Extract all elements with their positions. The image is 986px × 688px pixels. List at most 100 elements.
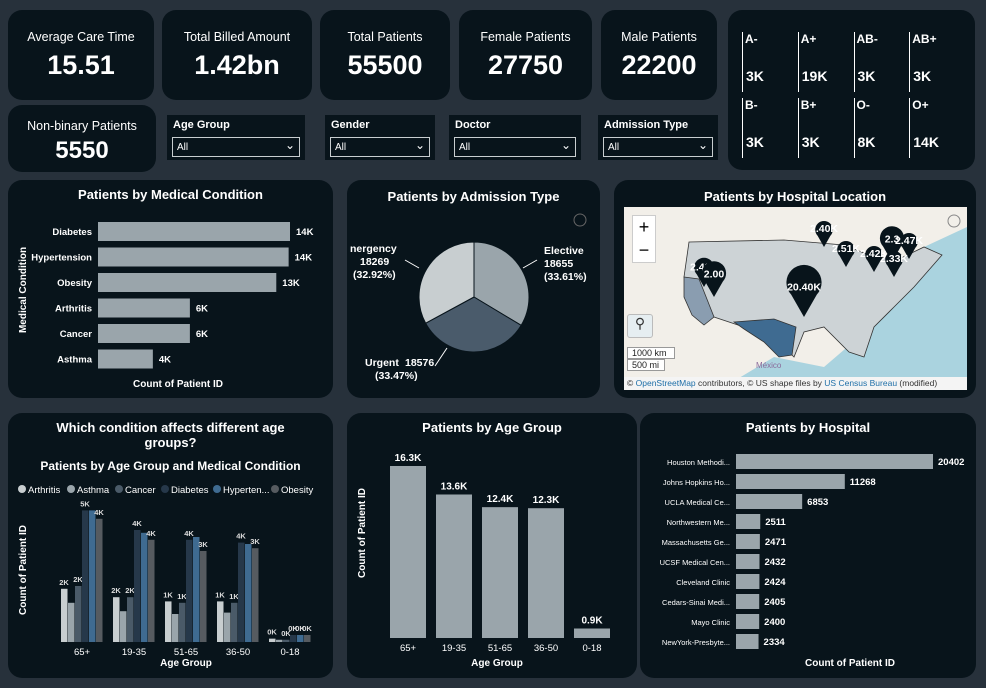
legend-marker	[161, 485, 169, 493]
bar	[736, 494, 803, 509]
chart-heading: Which condition affects different age gr…	[56, 420, 285, 450]
slice-name: nergency	[350, 243, 397, 255]
bar	[736, 594, 760, 609]
data-label: 0K	[302, 624, 312, 633]
bar-cancer	[283, 639, 290, 642]
bar-asthma	[120, 611, 127, 642]
legend-marker	[67, 485, 75, 493]
blood-group-label: O-	[856, 98, 870, 112]
chart-title: Patients by Hospital Location	[703, 189, 887, 204]
data-label: 3K	[250, 537, 260, 546]
bar-diabetes	[82, 510, 89, 642]
slice-value: 18269	[360, 256, 389, 268]
attribution-text: contributors, © US shape files by	[695, 378, 825, 388]
doctor-filter[interactable]: Doctor All ⌄	[449, 115, 581, 160]
selected-value: All	[335, 142, 347, 153]
bar	[736, 574, 760, 589]
pin-label: 2.40K	[810, 223, 838, 235]
bar	[736, 634, 759, 649]
bar	[528, 508, 564, 638]
filter-label: Gender	[331, 119, 370, 131]
blood-group-O+: O+ 14K	[909, 98, 965, 158]
admission-type-filter[interactable]: Admission Type All ⌄	[598, 115, 718, 160]
admission-type-select[interactable]: All ⌄	[603, 137, 713, 157]
blood-group-B+: B+ 3K	[797, 98, 854, 158]
bar-arthritis	[217, 601, 224, 642]
category-label: 0-18	[582, 643, 601, 654]
pie-slice-nergency	[418, 241, 475, 324]
map-pin	[865, 245, 883, 272]
blood-group-value: 8K	[857, 134, 876, 150]
bar	[390, 466, 426, 638]
bar	[482, 507, 518, 638]
kpi-label: Total Billed Amount	[183, 30, 291, 44]
category-label: 36-50	[226, 647, 250, 658]
category-label: Houston Methodi...	[667, 458, 730, 467]
data-label: 3K	[198, 540, 208, 549]
blood-group-value: 14K	[913, 134, 939, 150]
help-icon	[947, 214, 961, 228]
blood-group-label: A-	[745, 32, 758, 46]
category-label: UCSF Medical Cen...	[660, 558, 730, 567]
data-label: 2K	[125, 586, 135, 595]
map-pin	[815, 220, 833, 247]
data-label: 1K	[177, 592, 187, 601]
bar	[436, 494, 472, 638]
data-label: 12.3K	[533, 495, 560, 506]
bar-diabetes	[186, 539, 193, 642]
legend-item: Arthritis	[28, 485, 60, 496]
bar	[736, 534, 760, 549]
bar-cancer	[75, 586, 82, 642]
map-pin	[837, 240, 855, 267]
legend-marker	[271, 485, 279, 493]
filter-label: Age Group	[173, 119, 230, 131]
category-label: 51-65	[488, 643, 512, 654]
slice-value: 18576	[405, 357, 434, 369]
age-group-filter[interactable]: Age Group All ⌄	[167, 115, 305, 160]
zoom-out-button[interactable]: −	[638, 240, 650, 260]
lasso-select-button[interactable]: ⚲	[627, 314, 653, 338]
blood-group-label: B-	[745, 98, 758, 112]
gender-select[interactable]: All ⌄	[330, 137, 430, 157]
bar	[98, 222, 290, 241]
gender-filter[interactable]: Gender All ⌄	[325, 115, 435, 160]
selected-value: All	[459, 142, 471, 153]
legend-item: Obesity	[281, 485, 313, 496]
texas	[732, 318, 797, 358]
osm-link[interactable]: OpenStreetMap	[635, 378, 696, 388]
data-label: 2405	[764, 597, 786, 608]
blood-group-label: AB+	[912, 32, 937, 46]
data-label: 4K	[236, 532, 246, 541]
map-pin	[701, 261, 727, 297]
blood-group-value: 3K	[801, 134, 820, 150]
bar-hypertension	[141, 532, 148, 642]
bar	[736, 474, 845, 489]
bar-cancer	[231, 602, 238, 642]
legend-item: Diabetes	[171, 485, 209, 496]
data-label: 2424	[764, 577, 786, 588]
data-label: 2K	[73, 575, 83, 584]
category-label: Mayo Clinic	[691, 618, 730, 627]
slice-name: Elective	[544, 245, 584, 257]
data-label: 6853	[807, 497, 828, 508]
category-label: Hypertension	[31, 253, 92, 264]
age-group-chart: Patients by Age Group Count of Patient I…	[347, 413, 637, 678]
kpi-female-patients: Female Patients 27750	[459, 10, 592, 100]
pie-slice-Elective	[473, 241, 530, 327]
bar-obesity	[304, 635, 311, 642]
data-label: 2K	[111, 586, 121, 595]
legend-marker	[213, 485, 221, 493]
zoom-in-button[interactable]: +	[638, 217, 650, 237]
age-group-select[interactable]: All ⌄	[172, 137, 300, 157]
bar-arthritis	[113, 597, 120, 642]
blood-group-AB-: AB- 3K	[853, 32, 910, 92]
legend-item: Asthma	[77, 485, 110, 496]
doctor-select[interactable]: All ⌄	[454, 137, 576, 157]
kpi-total-patients: Total Patients 55500	[320, 10, 450, 100]
bar	[736, 554, 760, 569]
data-label: 0K	[295, 624, 305, 633]
map[interactable]: 20.40K2.40K2.51K2.42K2.32.47K2.33K2.43K2…	[624, 207, 967, 390]
bar	[98, 324, 190, 343]
data-label: 2334	[764, 637, 786, 648]
census-link[interactable]: US Census Bureau	[824, 378, 898, 388]
